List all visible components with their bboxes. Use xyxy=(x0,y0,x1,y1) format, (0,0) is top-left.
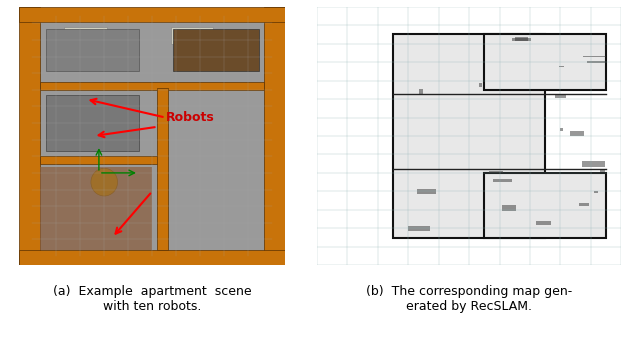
Bar xyxy=(569,155,576,160)
Bar xyxy=(595,175,618,177)
Bar xyxy=(484,173,606,238)
Bar xyxy=(526,204,543,207)
Bar xyxy=(429,112,442,118)
Ellipse shape xyxy=(91,168,117,196)
Bar xyxy=(19,7,285,21)
Bar xyxy=(552,103,571,108)
Bar xyxy=(534,125,543,130)
Text: Robots: Robots xyxy=(165,111,214,124)
Bar xyxy=(448,79,459,83)
Bar xyxy=(550,78,565,81)
Bar xyxy=(19,7,41,265)
Bar xyxy=(264,7,285,265)
Bar xyxy=(484,34,606,90)
Bar xyxy=(524,106,528,108)
Bar xyxy=(64,27,107,44)
Bar xyxy=(518,55,524,58)
Bar xyxy=(46,96,139,151)
Text: (a)  Example  apartment  scene
with ten robots.: (a) Example apartment scene with ten rob… xyxy=(53,285,252,313)
Bar xyxy=(407,142,415,144)
Bar xyxy=(41,156,160,164)
Bar xyxy=(413,127,434,129)
Bar xyxy=(565,56,577,61)
Bar xyxy=(393,34,545,238)
Bar xyxy=(450,88,474,91)
Bar xyxy=(19,251,285,265)
Bar xyxy=(472,212,490,214)
Bar xyxy=(582,214,604,216)
Bar xyxy=(503,227,526,229)
Bar xyxy=(41,167,152,251)
Text: (b)  The corresponding map gen-
erated by RecSLAM.: (b) The corresponding map gen- erated by… xyxy=(366,285,573,313)
Bar xyxy=(529,189,547,192)
Bar xyxy=(551,37,573,40)
Bar xyxy=(157,88,168,251)
Bar xyxy=(171,27,214,44)
Bar xyxy=(46,29,139,71)
Bar xyxy=(528,92,549,98)
Bar xyxy=(41,83,264,90)
Bar xyxy=(174,29,259,71)
